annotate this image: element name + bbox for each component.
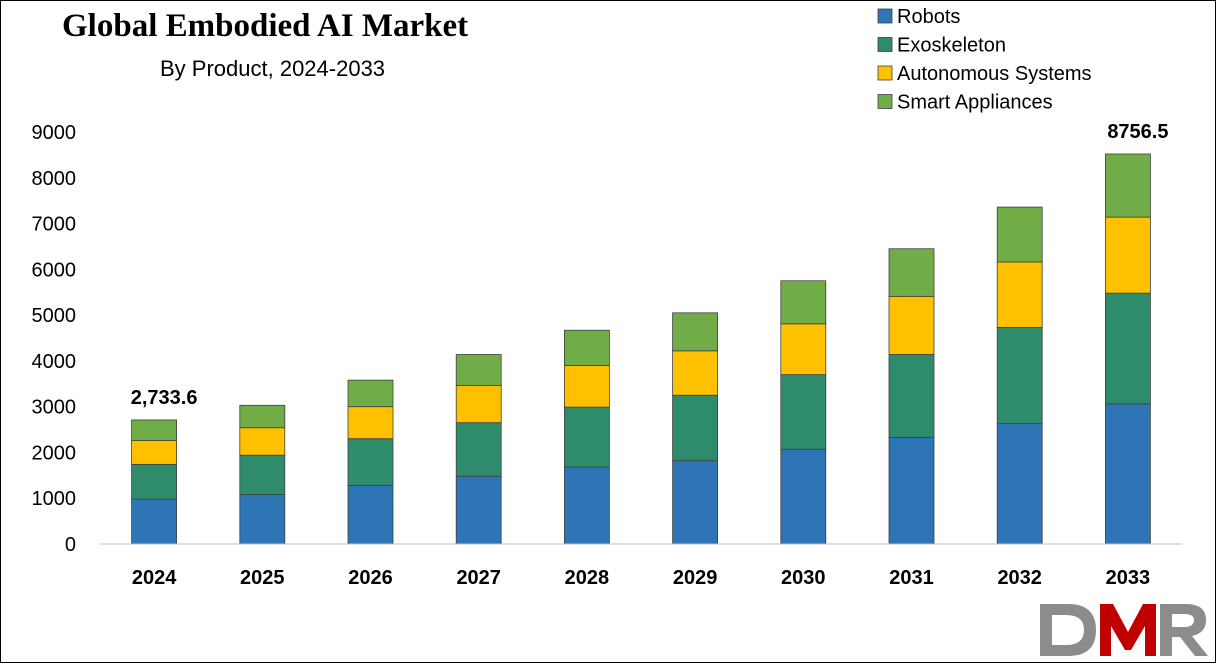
legend-label-smart-appliances: Smart Appliances [897, 92, 1053, 114]
bars-group [131, 153, 1151, 545]
y-tick-label: 3000 [32, 397, 77, 419]
x-tick-label: 2029 [673, 567, 718, 589]
bar-segment-exoskeleton [564, 406, 610, 468]
bar-stack-2028 [564, 329, 610, 545]
bar-segment-smart-appliances [780, 280, 827, 325]
legend-label-robots: Robots [897, 6, 960, 28]
bar-segment-smart-appliances [996, 206, 1043, 263]
bar-segment-robots [564, 466, 610, 545]
legend: Robots Exoskeleton Autonomous Systems Smart… [877, 6, 1092, 114]
bar-stack-2027 [455, 354, 502, 545]
y-tick-label: 5000 [32, 305, 77, 327]
data-label: 8756.5 [1107, 121, 1168, 143]
x-tick-label: 2027 [456, 567, 501, 589]
bar-segment-smart-appliances [239, 404, 286, 429]
bar-segment-autonomous-systems [888, 295, 935, 355]
bar-segment-autonomous-systems [672, 350, 718, 396]
bar-segment-robots [347, 485, 394, 545]
y-tick-label: 0 [65, 534, 76, 556]
y-axis: 0 1000 2000 3000 4000 5000 6000 7000 8000 9000 [32, 122, 77, 556]
bar-segment-exoskeleton [888, 354, 935, 438]
bar-segment-exoskeleton [1105, 292, 1151, 405]
annotations-group: 2,733.6 8756.5 [131, 121, 1169, 409]
legend-label-exoskeleton: Exoskeleton [897, 35, 1006, 57]
bar-segment-smart-appliances [131, 419, 178, 441]
x-tick-label: 2024 [132, 567, 177, 589]
bar-stack-2031 [888, 248, 935, 545]
bar-stack-2030 [780, 280, 827, 545]
bar-stack-2024 [131, 419, 178, 545]
bar-segment-robots [780, 448, 827, 545]
bar-stack-2032 [996, 206, 1043, 545]
bar-segment-exoskeleton [780, 374, 827, 450]
bar-segment-autonomous-systems [131, 440, 178, 465]
bar-segment-smart-appliances [564, 329, 610, 366]
y-tick-label: 6000 [32, 259, 77, 281]
bar-segment-autonomous-systems [780, 323, 827, 376]
bar-segment-robots [455, 475, 502, 545]
bar-segment-robots [888, 436, 935, 545]
bar-segment-exoskeleton [131, 463, 178, 500]
logo-letter-m [1100, 604, 1156, 656]
bar-segment-exoskeleton [347, 438, 394, 486]
x-tick-label: 2030 [781, 567, 826, 589]
y-tick-label: 9000 [32, 122, 77, 144]
x-tick-label: 2032 [997, 567, 1042, 589]
bar-segment-autonomous-systems [996, 261, 1043, 328]
x-tick-label: 2026 [348, 567, 393, 589]
bar-segment-robots [239, 494, 286, 545]
legend-swatch-autonomous-systems [877, 65, 893, 81]
bar-segment-autonomous-systems [347, 406, 394, 440]
bar-segment-smart-appliances [347, 379, 394, 408]
legend-swatch-exoskeleton [877, 37, 893, 52]
chart-subtitle: By Product, 2024-2033 [160, 56, 386, 81]
bar-segment-autonomous-systems [1105, 216, 1151, 294]
logo-letter-r [1160, 604, 1208, 656]
bar-stack-2025 [239, 404, 286, 545]
y-tick-label: 4000 [32, 351, 77, 373]
y-tick-label: 2000 [32, 442, 77, 464]
legend-swatch-smart-appliances [877, 94, 893, 109]
legend-swatch-robots [877, 8, 893, 24]
bar-segment-robots [1105, 403, 1151, 545]
bar-segment-robots [996, 423, 1043, 545]
bar-stack-2029 [672, 312, 718, 545]
bar-segment-smart-appliances [455, 354, 502, 387]
bar-segment-exoskeleton [996, 327, 1043, 425]
legend-label-autonomous-systems: Autonomous Systems [897, 63, 1092, 85]
bar-segment-smart-appliances [672, 312, 718, 352]
y-tick-label: 1000 [32, 488, 77, 510]
bar-segment-smart-appliances [1105, 153, 1151, 218]
bar-segment-autonomous-systems [239, 427, 286, 456]
bar-segment-exoskeleton [239, 454, 286, 495]
x-axis: 2024 2025 2026 2027 2028 2029 2030 2031 2032 2033 [100, 543, 1182, 589]
x-tick-label: 2033 [1106, 567, 1151, 589]
x-tick-label: 2031 [889, 567, 934, 589]
bar-stack-2033 [1105, 153, 1151, 545]
bar-segment-autonomous-systems [455, 385, 502, 424]
data-label: 2,733.6 [131, 387, 198, 409]
bar-segment-smart-appliances [888, 248, 935, 297]
y-tick-label: 7000 [32, 214, 77, 236]
x-tick-label: 2028 [565, 567, 610, 589]
bar-segment-robots [131, 498, 178, 545]
dmr-logo [1040, 604, 1208, 656]
bar-stack-2026 [347, 379, 394, 545]
bar-segment-exoskeleton [455, 422, 502, 477]
bar-segment-exoskeleton [672, 394, 718, 462]
bar-segment-robots [672, 460, 718, 545]
x-tick-label: 2025 [240, 567, 285, 589]
logo-letter-d [1040, 604, 1096, 656]
bar-segment-autonomous-systems [564, 365, 610, 408]
chart-title: Global Embodied AI Market [62, 8, 469, 44]
y-tick-label: 8000 [32, 168, 77, 190]
